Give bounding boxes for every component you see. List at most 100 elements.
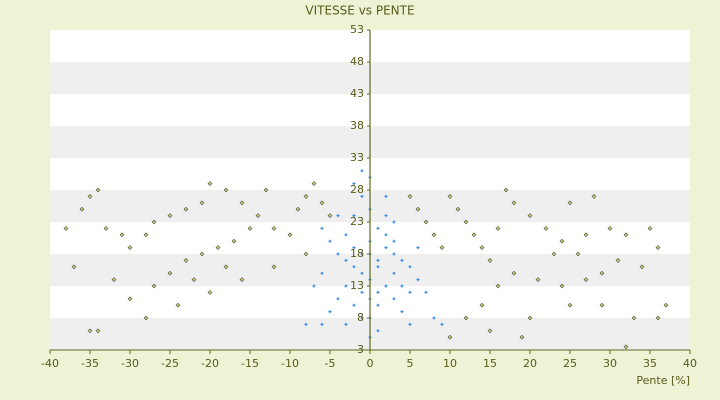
point <box>623 344 629 350</box>
point <box>287 232 293 238</box>
point <box>583 232 589 238</box>
point <box>463 315 469 321</box>
point <box>320 322 324 326</box>
y-tick-label: 18 <box>350 247 364 260</box>
point <box>360 290 364 294</box>
point <box>352 265 356 269</box>
point <box>103 225 109 231</box>
x-tick-label: 35 <box>643 357 657 370</box>
point <box>263 187 269 193</box>
point <box>71 264 77 270</box>
point <box>591 193 597 199</box>
point <box>360 271 364 275</box>
point <box>303 193 309 199</box>
x-tick-label: -30 <box>121 357 139 370</box>
point <box>183 257 189 263</box>
point <box>423 219 429 225</box>
point <box>95 328 101 334</box>
point <box>455 206 461 212</box>
point <box>336 214 340 218</box>
point <box>271 264 277 270</box>
point <box>392 271 396 275</box>
point <box>352 182 356 186</box>
point <box>559 238 565 244</box>
point <box>663 302 669 308</box>
y-tick-label: 53 <box>350 23 364 36</box>
point <box>328 310 332 314</box>
point <box>384 284 388 288</box>
point <box>432 316 436 320</box>
point <box>495 225 501 231</box>
point <box>320 271 324 275</box>
point <box>143 232 149 238</box>
point <box>119 232 125 238</box>
point <box>583 277 589 283</box>
x-tick-label: 15 <box>483 357 497 370</box>
point <box>376 303 380 307</box>
x-tick-label: -5 <box>325 357 336 370</box>
point <box>567 302 573 308</box>
y-tick-label: 13 <box>350 279 364 292</box>
point <box>151 283 157 289</box>
point <box>175 302 181 308</box>
point <box>479 245 485 251</box>
x-tick-label: 10 <box>443 357 457 370</box>
point <box>352 214 356 218</box>
point <box>223 264 229 270</box>
point <box>535 277 541 283</box>
point <box>599 270 605 276</box>
point <box>199 200 205 206</box>
point <box>487 257 493 263</box>
point <box>519 334 525 340</box>
point <box>447 193 453 199</box>
point <box>655 245 661 251</box>
y-tick-label: 38 <box>350 119 364 132</box>
point <box>304 322 308 326</box>
point <box>303 251 309 257</box>
point <box>607 225 613 231</box>
y-tick-label: 3 <box>357 343 364 356</box>
point <box>503 187 509 193</box>
point <box>424 290 428 294</box>
x-tick-label: 30 <box>603 357 617 370</box>
point <box>111 277 117 283</box>
point <box>271 225 277 231</box>
point <box>655 315 661 321</box>
point <box>400 310 404 314</box>
x-tick-label: -10 <box>281 357 299 370</box>
point <box>215 245 221 251</box>
x-tick-label: -35 <box>81 357 99 370</box>
point <box>647 225 653 231</box>
x-tick-label: -20 <box>201 357 219 370</box>
point <box>384 246 388 250</box>
y-tick-label: 28 <box>350 183 364 196</box>
y-tick-label: 33 <box>350 151 364 164</box>
point <box>295 206 301 212</box>
point <box>127 296 133 302</box>
point <box>167 270 173 276</box>
point <box>344 258 348 262</box>
point <box>344 284 348 288</box>
point <box>615 257 621 263</box>
point <box>415 206 421 212</box>
point <box>376 258 380 262</box>
point <box>400 258 404 262</box>
point <box>416 246 420 250</box>
point <box>143 315 149 321</box>
point <box>551 251 557 257</box>
point <box>207 181 213 187</box>
point <box>408 322 412 326</box>
point <box>183 206 189 212</box>
point <box>352 303 356 307</box>
point <box>352 246 356 250</box>
point <box>327 213 333 219</box>
point <box>463 219 469 225</box>
y-tick-label: 48 <box>350 55 364 68</box>
point <box>151 219 157 225</box>
point <box>320 226 324 230</box>
point <box>95 187 101 193</box>
point <box>559 283 565 289</box>
point <box>239 277 245 283</box>
point <box>231 238 237 244</box>
